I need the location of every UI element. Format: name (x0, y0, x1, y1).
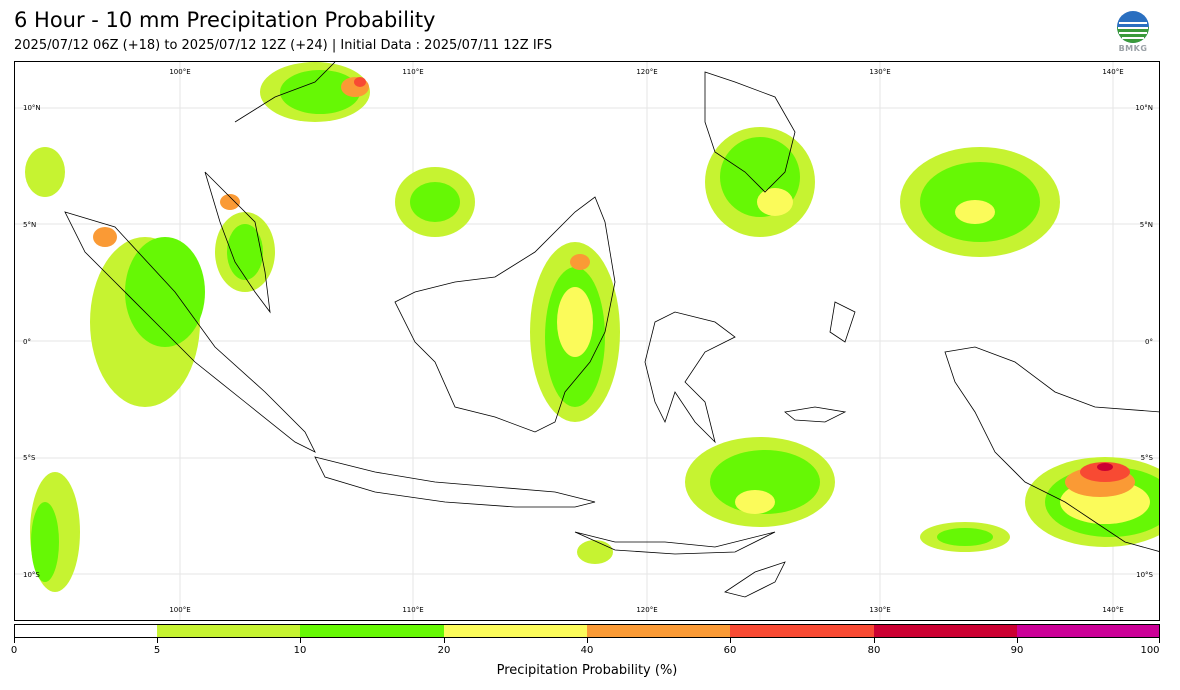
colorbar-tick (730, 638, 731, 643)
lat-label: 5°N (1140, 221, 1153, 229)
colorbar-tick (1159, 638, 1160, 643)
lat-label: 10°N (1135, 104, 1153, 112)
colorbar-segment (874, 624, 1017, 638)
coastlines (64, 62, 1159, 598)
colorbar-tick-label: 20 (437, 645, 451, 656)
map-canvas: 100°E 110°E 120°E 130°E 140°E 100°E 110°… (15, 62, 1159, 620)
colorbar-segment (157, 624, 300, 638)
colorbar-segment (14, 624, 157, 638)
colorbar-segment (1017, 624, 1160, 638)
lat-label: 10°N (23, 104, 41, 112)
precip-80-90 (1097, 463, 1113, 471)
map-subtitle: 2025/07/12 06Z (+18) to 2025/07/12 12Z (… (14, 38, 553, 53)
lon-label: 130°E (869, 68, 890, 76)
colorbar-tick (444, 638, 445, 643)
lon-label: 100°E (169, 606, 190, 614)
colorbar-tick-label: 40 (580, 645, 594, 656)
colorbar-tick (300, 638, 301, 643)
colorbar-segment (444, 624, 587, 638)
colorbar-tick-label: 100 (1140, 645, 1160, 656)
lon-label: 140°E (1102, 606, 1123, 614)
lat-labels-left: 10°N 5°N 0° 5°S 10°S (23, 104, 41, 579)
lat-label: 0° (23, 338, 31, 346)
precipitation-map: 100°E 110°E 120°E 130°E 140°E 100°E 110°… (14, 61, 1160, 621)
map-title: 6 Hour - 10 mm Precipitation Probability (14, 8, 436, 32)
colorbar-tick-label: 60 (723, 645, 737, 656)
colorbar-segment (587, 624, 730, 638)
colorbar-tick-label: 5 (153, 645, 161, 656)
colorbar-segment (300, 624, 444, 638)
colorbar-title: Precipitation Probability (%) (496, 663, 678, 678)
precip-60-80 (354, 77, 1130, 482)
lon-label: 120°E (636, 606, 657, 614)
lon-labels-top: 100°E 110°E 120°E 130°E 140°E (169, 68, 1123, 76)
lon-label: 110°E (402, 606, 423, 614)
lat-label: 0° (1145, 338, 1153, 346)
lon-labels-bottom: 100°E 110°E 120°E 130°E 140°E (169, 606, 1123, 614)
colorbar-tick (14, 638, 15, 643)
colorbar-tick-label: 10 (293, 645, 307, 656)
precip-10-20 (31, 70, 1159, 582)
colorbar-tick (1017, 638, 1018, 643)
lat-label: 5°S (1141, 454, 1154, 462)
lon-label: 120°E (636, 68, 657, 76)
lat-label: 10°S (23, 571, 40, 579)
lat-label: 5°N (23, 221, 36, 229)
colorbar-tick (874, 638, 875, 643)
bmkg-logo-icon (1117, 11, 1149, 43)
lon-label: 110°E (402, 68, 423, 76)
lat-labels-right: 10°N 5°N 0° 5°S 10°S (1135, 104, 1153, 579)
colorbar-tick-label: 0 (10, 645, 18, 656)
lon-label: 100°E (169, 68, 190, 76)
colorbar-tick (587, 638, 588, 643)
logo-text: BMKG (1118, 44, 1148, 53)
colorbar (14, 624, 1160, 638)
colorbar-tick-label: 80 (867, 645, 881, 656)
lon-label: 130°E (869, 606, 890, 614)
colorbar-tick (157, 638, 158, 643)
colorbar-segment (730, 624, 874, 638)
lat-label: 5°S (23, 454, 36, 462)
colorbar-tick-label: 90 (1010, 645, 1024, 656)
lat-label: 10°S (1136, 571, 1153, 579)
lon-label: 140°E (1102, 68, 1123, 76)
